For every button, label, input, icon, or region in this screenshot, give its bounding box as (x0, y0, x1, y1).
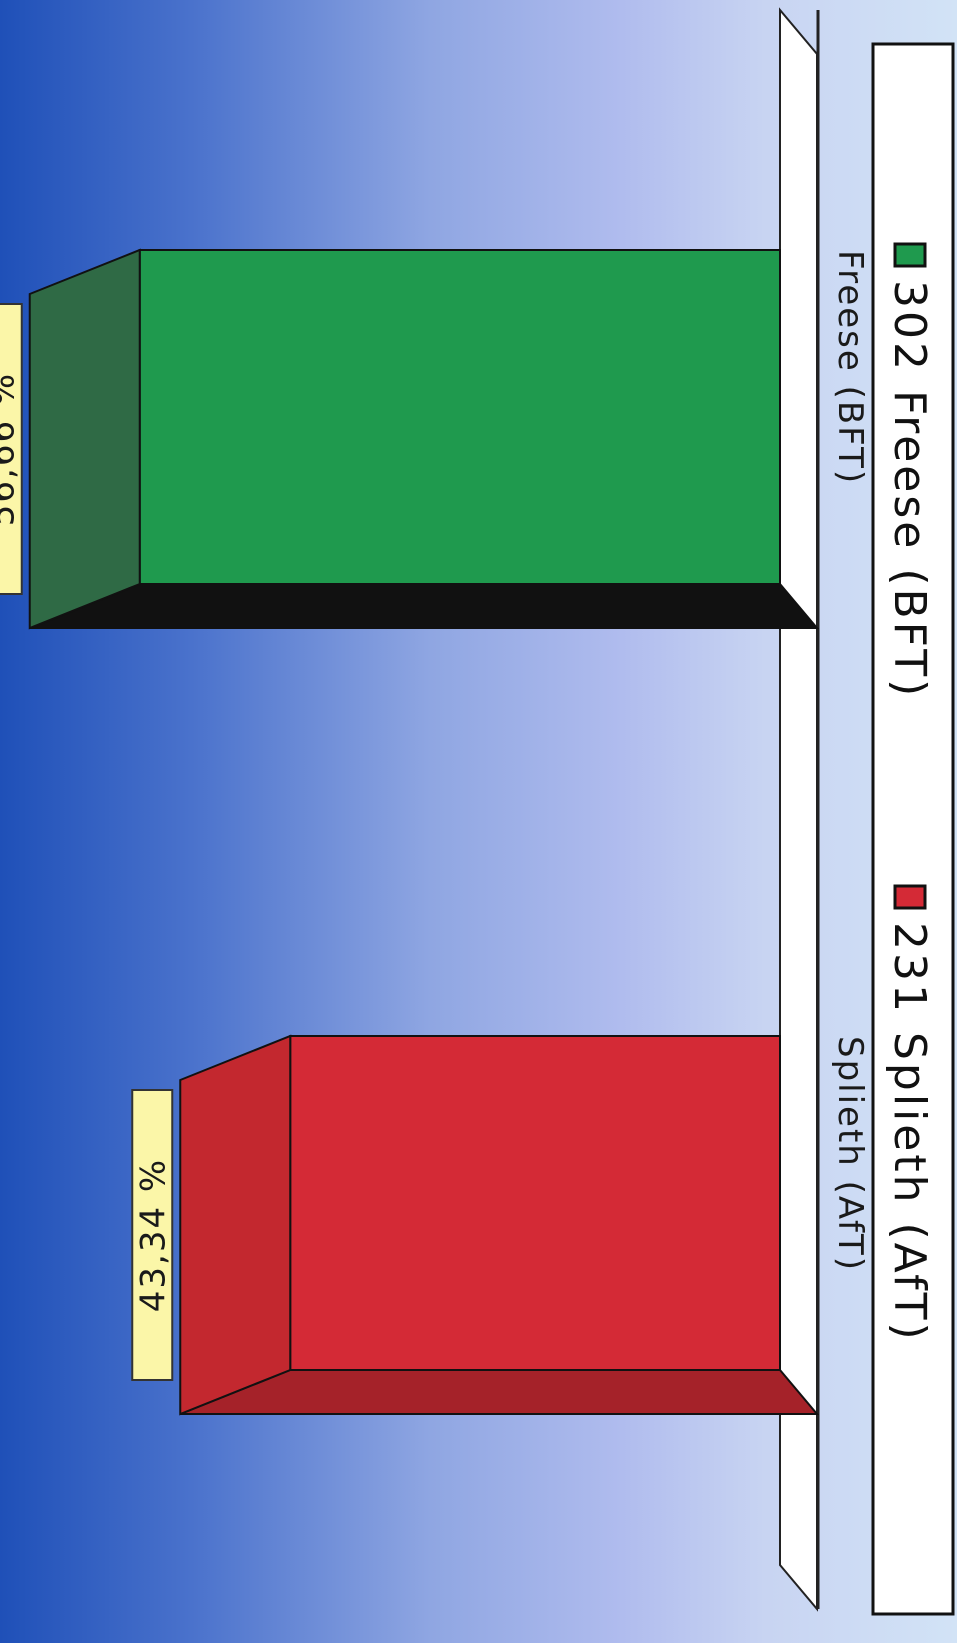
data-label-box (0, 303, 23, 595)
data-label-box (131, 1089, 174, 1381)
bar-top-face (28, 248, 141, 630)
data-label: 56,66 % (0, 372, 23, 526)
bar-top-face (179, 1034, 292, 1416)
legend-label-freese: 302 Freese (BFT) (884, 280, 935, 699)
legend-swatch-freese (893, 242, 927, 268)
bar-side-face (29, 583, 820, 629)
legend: 302 Freese (BFT) 231 Splieth (AfT) (871, 42, 955, 1616)
x-tick-label: Splieth (AfT) (830, 1036, 870, 1272)
bar (289, 1035, 781, 1371)
bar (138, 249, 781, 585)
legend-box (871, 42, 955, 1616)
legend-swatch-splieth (893, 884, 927, 910)
chart-floor (779, 7, 818, 1612)
x-tick-label: Freese (BFT) (830, 250, 870, 485)
data-label: 43,34 % (133, 1158, 173, 1312)
legend-label-splieth: 231 Splieth (AfT) (884, 922, 935, 1343)
